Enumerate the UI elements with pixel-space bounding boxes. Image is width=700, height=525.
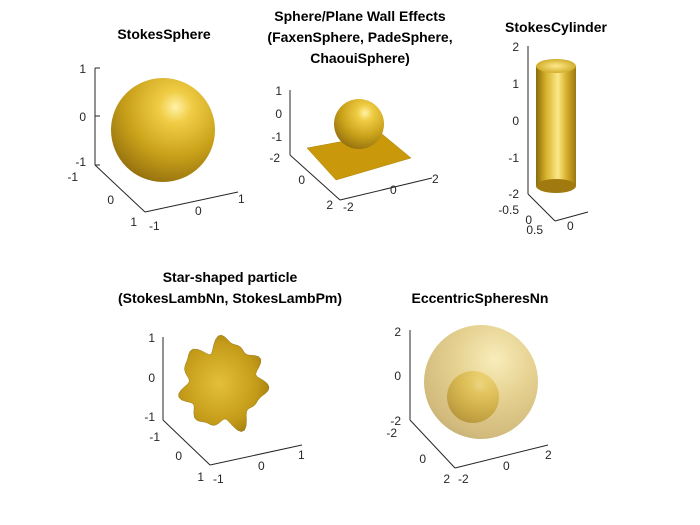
panel-2-x-tick: 2 [432,172,439,186]
panel-1-x-axis [144,191,239,213]
panel-5-z-tick: -2 [390,414,401,428]
panel-2-y-axis [289,154,341,201]
panel-1-z-tick: 1 [79,62,86,76]
panel-4-x-axis [209,444,303,466]
panel-4-x-tick: 0 [258,459,265,473]
panel-1-x-tick: 1 [238,192,245,206]
panel-5-x-tick: 0 [503,459,510,473]
panel-3-y-tick: 0 [525,213,532,227]
panel-3-z-tick: 1 [512,77,519,91]
panel-2-z-tick: 0 [275,107,282,121]
panel-5-x-tick: 2 [545,448,552,462]
panel-3-z-tick: -1 [508,151,519,165]
panel-5-y-tick: 2 [443,472,450,486]
panel-2-x-tick: 0 [390,183,397,197]
panel-5-y-axis [409,419,456,469]
panel-5-axes: 2 0 -2 -2 0 2 -2 0 2 [386,325,552,486]
panel-3-z-tick: 2 [512,40,519,54]
panel-3-title-line-1: StokesCylinder [505,19,607,35]
panel-1-axes: 1 0 -1 -1 0 1 -1 0 1 [67,62,245,233]
panel-1-x-tick: -1 [149,219,160,233]
panel-3-y-axis [527,193,556,222]
panel-4-x-tick: 1 [298,448,305,462]
panel-4-y-axis [162,419,211,466]
panel-4-axes: 1 0 -1 -1 0 1 -1 0 1 [144,331,305,486]
panel-2-y-tick: 2 [326,198,333,212]
panel-1-title: StokesSphere [74,24,254,45]
panel-2-title-line-3: ChaouiSphere) [310,50,410,66]
panel-1-title-line-1: StokesSphere [117,26,211,42]
panel-3-y-tick: 0.5 [526,223,543,237]
panel-5-title-line-1: EccentricSpheresNn [411,290,549,306]
panel-5-z-tick: 2 [394,325,401,339]
panel-3-x-axis [554,211,589,222]
cylinder [536,59,576,193]
panel-4-title-line-2: (StokesLambNn, StokesLambPm) [117,290,343,306]
panel-4-z-tick: -1 [144,410,155,424]
panel-4-y-tick: 0 [175,449,182,463]
panel-1-y-tick: 1 [130,215,137,229]
panel-4-y-tick: 1 [197,470,204,484]
sphere [334,99,384,149]
panel-2-x-axis [339,177,433,201]
panel-5-x-axis [454,444,549,469]
panel-4-z-tick: 0 [148,371,155,385]
panel-2-z-tick: -1 [271,130,282,144]
panel-1-y-tick: 0 [107,193,114,207]
panel-1-x-tick: 0 [195,204,202,218]
panel-5-z-tick: 0 [394,369,401,383]
panel-2-x-tick: -2 [343,200,354,214]
outer-sphere [424,325,538,439]
star-particle [178,334,270,432]
panel-2-title-line-1: Sphere/Plane Wall Effects [274,8,446,24]
panel-5-title: EccentricSpheresNn [380,288,580,309]
panel-2-y-tick: 0 [298,173,305,187]
panel-4-y-tick: -1 [149,430,160,444]
panel-3-y-tick: -0.5 [498,203,519,217]
panel-3-title: StokesCylinder [476,17,636,38]
panel-4-title-line-1: Star-shaped particle [162,269,298,285]
panel-4-x-tick: -1 [213,472,224,486]
panel-2-y-tick: -2 [269,151,280,165]
panel-3-z-tick: -2 [508,187,519,201]
panel-1-y-tick: -1 [67,170,78,184]
panel-5-y-tick: -2 [386,426,397,440]
panel-2-z-tick: 1 [275,84,282,98]
panel-3-x-tick: 0 [567,219,574,233]
panel-3-axes: 2 1 0 -1 -2 -0.5 0 0.5 0 [498,40,589,237]
panel-1-z-tick: -1 [75,155,86,169]
panel-2-axes: 1 0 -1 -2 0 2 -2 0 2 [269,84,439,214]
panel-5-x-tick: -2 [458,472,469,486]
panel-1-y-axis [94,164,146,213]
panel-2-title: Sphere/Plane Wall Effects (FaxenSphere, … [230,6,490,69]
panel-5-y-tick: 0 [419,452,426,466]
panel-1-z-tick: 0 [79,110,86,124]
panel-4-z-tick: 1 [148,331,155,345]
panel-3-z-tick: 0 [512,114,519,128]
sphere [111,78,215,182]
panel-2-title-line-2: (FaxenSphere, PadeSphere, [267,29,453,45]
panel-4-title: Star-shaped particle (StokesLambNn, Stok… [80,267,380,309]
